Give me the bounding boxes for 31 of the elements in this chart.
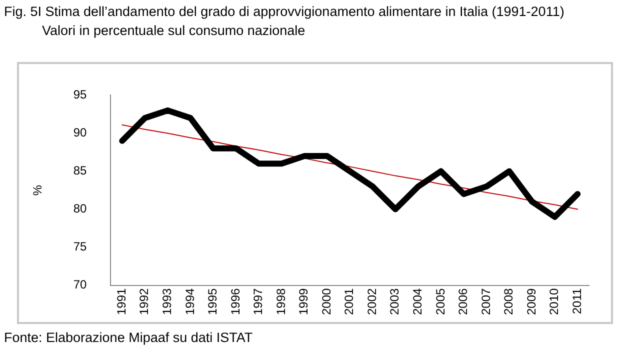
x-tick-label: 2004 [410,288,425,316]
x-tick-label: 2011 [570,288,584,314]
chart-title: Fig. 5I Stima dell’andamento del grado di approvvigionamento alimentare in Italia (1991-2011) [4,3,564,21]
x-tick-label: 2009 [524,288,538,316]
x-tick-label: 1999 [296,288,311,316]
x-tick-label: 1998 [274,288,288,316]
y-tick-label: 80 [73,202,88,216]
x-tick-label: 1992 [137,288,152,316]
y-tick-label: 85 [73,164,88,178]
y-axis-title: % [30,184,45,196]
x-tick-label: 1997 [251,288,266,316]
y-tick-label: 75 [73,240,88,254]
chart-subtitle: Valori in percentuale sul consumo nazionale [41,22,306,40]
y-tick-label: 95 [73,88,88,102]
x-tick-label: 2008 [502,288,516,316]
x-tick-label: 1995 [206,288,220,316]
x-tick-label: 2006 [456,288,470,316]
x-tick-label: 1996 [228,288,242,316]
y-tick-label: 90 [73,126,88,140]
x-tick-label: 2000 [319,288,334,316]
x-tick-label: 1993 [160,288,174,316]
x-tick-label: 2007 [478,288,493,316]
x-tick-label: 1991 [114,288,128,316]
x-tick-label: 2002 [364,288,379,316]
y-tick-label: 70 [73,278,88,292]
x-tick-label: 2001 [342,288,356,316]
x-tick-label: 2003 [388,288,402,316]
x-tick-label: 2010 [547,288,562,316]
x-tick-label: 1994 [182,288,197,316]
x-tick-label: 2005 [433,288,448,316]
source-note: Fonte: Elaborazione Mipaaf su dati ISTAT [4,330,253,345]
